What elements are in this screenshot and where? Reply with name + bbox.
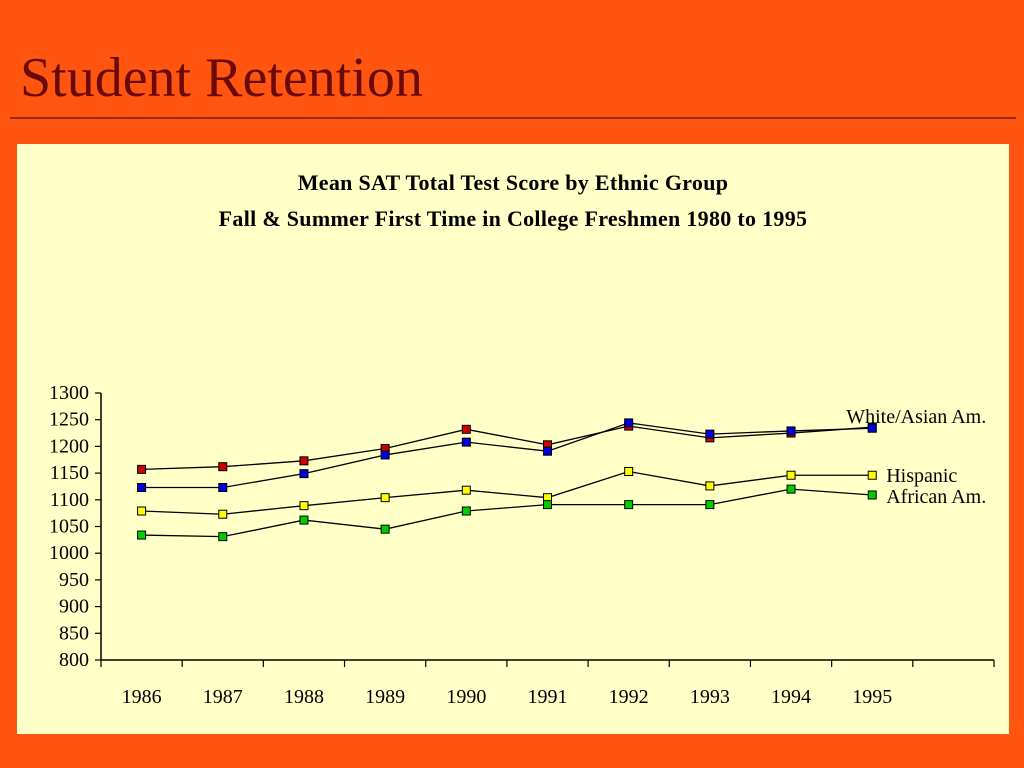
slide-title: Student Retention [20,47,423,109]
y-tick-label: 1050 [49,516,89,538]
y-tick-label: 950 [59,569,89,591]
x-category-label: 1986 [122,686,162,708]
data-point-series-3 [786,484,796,494]
data-point-series-3 [461,506,471,516]
y-tick-label: 850 [59,622,89,644]
data-point-series-1 [786,426,796,436]
x-category-label: 1991 [528,686,568,708]
data-point-series-0 [461,424,471,434]
data-point-series-1 [299,469,309,479]
data-point-series-2 [867,470,877,480]
y-tick-label: 1250 [49,409,89,431]
x-category-label: 1994 [771,686,811,708]
y-tick-label: 900 [59,596,89,618]
y-tick-label: 800 [59,649,89,671]
y-tick-label: 1200 [49,435,89,457]
data-point-series-2 [218,509,228,519]
data-point-series-1 [218,483,228,493]
series-line-1 [141,422,873,489]
y-tick-label: 1100 [50,489,89,511]
data-point-series-2 [624,466,634,476]
data-point-series-2 [786,470,796,480]
data-point-series-2 [137,506,147,516]
data-point-series-2 [299,501,309,511]
data-point-series-1 [624,418,634,428]
data-point-series-2 [705,481,715,491]
data-point-series-1 [461,437,471,447]
data-point-series-3 [380,524,390,534]
data-point-series-0 [137,464,147,474]
series-line-0 [141,425,873,471]
x-category-label: 1990 [446,686,486,708]
chart-panel: Mean SAT Total Test Score by Ethnic Grou… [17,144,1009,734]
data-point-series-2 [380,493,390,503]
data-point-series-3 [218,532,228,542]
x-category-label: 1993 [690,686,730,708]
data-point-series-0 [218,462,228,472]
data-point-series-1 [543,446,552,456]
chart-title: Mean SAT Total Test Score by Ethnic Grou… [297,170,729,195]
series-line-2 [141,470,873,515]
x-category-label: 1987 [203,686,243,708]
chart-subtitle: Fall & Summer First Time in College Fres… [218,206,808,231]
data-point-series-0 [299,456,309,466]
y-tick-label: 1150 [50,462,89,484]
data-point-series-3 [543,500,552,510]
data-point-series-1 [137,483,147,493]
x-category-label: 1988 [284,686,324,708]
title-divider [10,117,1016,119]
data-point-series-2 [461,485,471,495]
data-point-series-1 [867,423,877,433]
data-point-series-1 [380,450,390,460]
series-label: White/Asian Am. [846,406,986,428]
data-point-series-3 [137,530,147,540]
data-point-series-3 [705,500,715,510]
x-category-label: 1995 [852,686,892,708]
series-line-3 [141,488,873,538]
line-chart: 1300 1250 1200 1150 1100 1050 1000 950 900 850 800… [49,382,995,708]
data-point-series-3 [299,515,309,525]
x-category-label: 1989 [365,686,405,708]
x-category-label: 1992 [609,686,649,708]
series-label: African Am. [886,486,986,508]
data-point-series-3 [624,500,634,510]
data-point-series-3 [867,490,877,500]
y-tick-label: 1000 [49,542,89,564]
data-point-series-1 [705,429,715,439]
y-tick-label: 1300 [49,382,89,404]
series-label: Hispanic [886,465,957,487]
